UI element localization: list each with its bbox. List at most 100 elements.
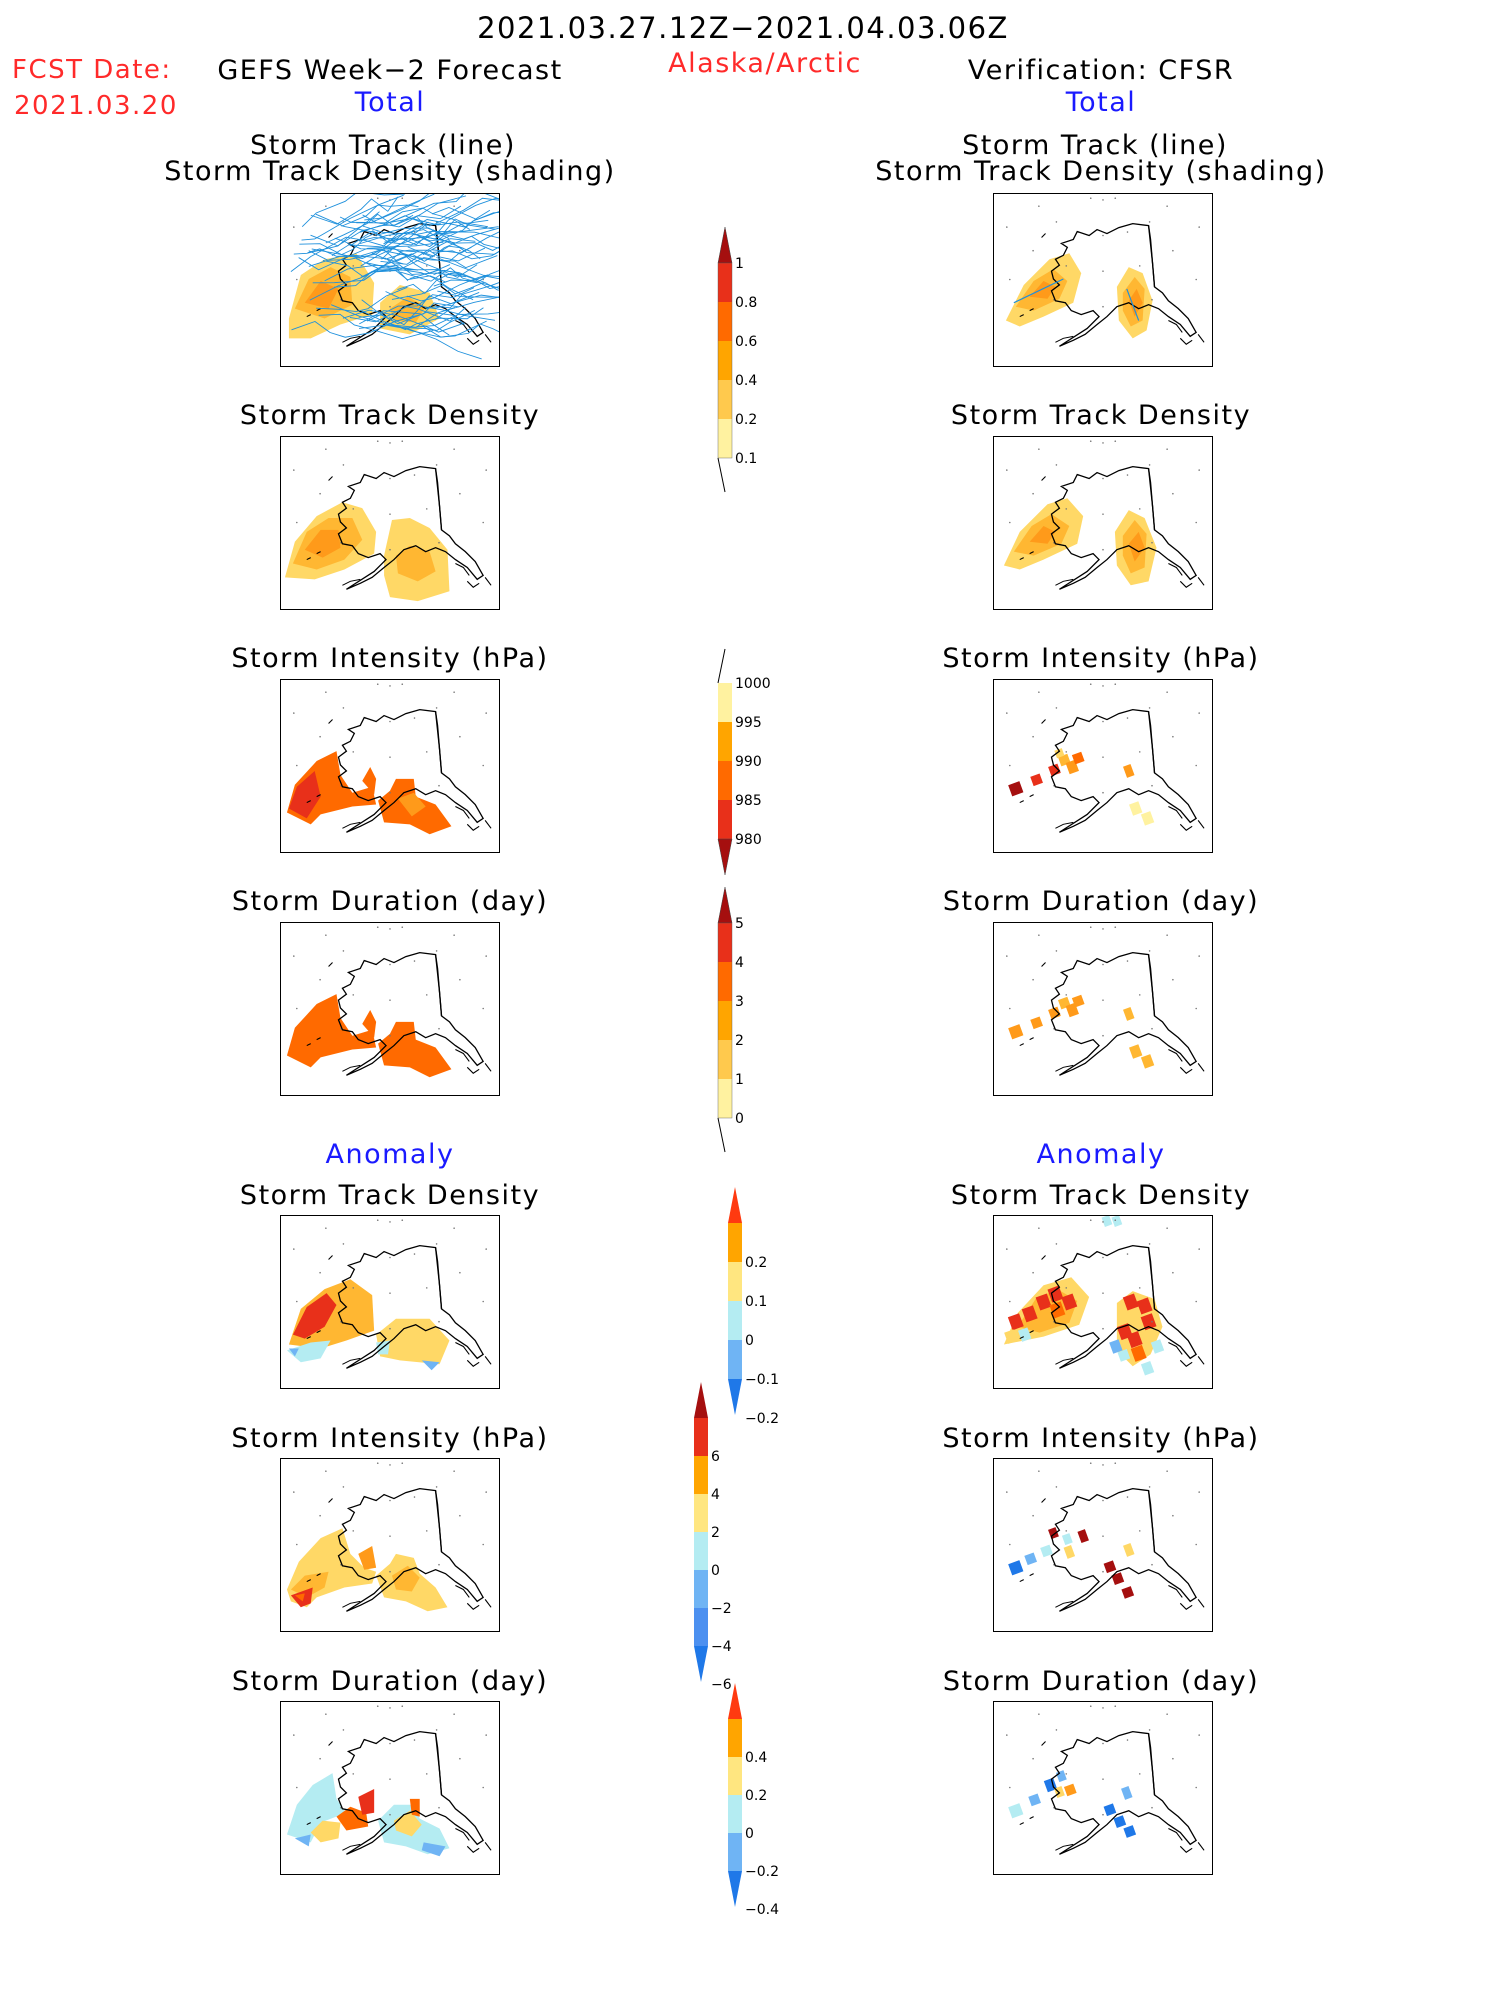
colorbar-tick-label: 990 bbox=[735, 754, 762, 770]
colorbar-arrow bbox=[717, 226, 733, 264]
title-density-anom-right: Storm Track Density bbox=[950, 1180, 1252, 1211]
map-duration-anom-left bbox=[280, 1701, 500, 1875]
grid-cell bbox=[1035, 1293, 1052, 1311]
shaded-region bbox=[310, 1820, 341, 1843]
colorbar-tick-label: 6 bbox=[711, 1449, 720, 1465]
shaded-region bbox=[1128, 531, 1145, 562]
title-track-shading-right: Storm Track Density (shading) bbox=[875, 156, 1327, 187]
anomaly-label-left: Anomaly bbox=[325, 1139, 455, 1170]
colorbar-box bbox=[728, 1795, 742, 1833]
grid-cell bbox=[1101, 1216, 1113, 1227]
colorbar-tick-label: 0.1 bbox=[735, 451, 757, 467]
shaded-region bbox=[286, 1773, 347, 1843]
region-title: Alaska/Arctic bbox=[668, 48, 862, 79]
map-duration-left bbox=[280, 922, 500, 1096]
colorbar-box bbox=[728, 1833, 742, 1871]
title-duration-anom-left: Storm Duration (day) bbox=[231, 1666, 549, 1697]
shaded-region bbox=[304, 280, 339, 309]
colorbar-tick-label: 1000 bbox=[735, 676, 771, 692]
colorbar-tick-label: 980 bbox=[735, 832, 762, 848]
grid-cell bbox=[1030, 1016, 1043, 1030]
colorbar-tick-label: −2 bbox=[711, 1601, 732, 1617]
grid-cell bbox=[1061, 1533, 1073, 1546]
colorbar-arrow bbox=[717, 838, 733, 876]
grid-cell bbox=[1004, 1329, 1018, 1344]
grid-cell bbox=[1129, 1044, 1143, 1059]
grid-cell bbox=[1008, 781, 1024, 797]
grid-cell bbox=[1109, 1339, 1123, 1354]
map-density-right bbox=[993, 436, 1213, 610]
colorbar-tick-label: 0 bbox=[745, 1826, 754, 1842]
grid-cell bbox=[1008, 1024, 1024, 1040]
colorbar-tick-label: 0.8 bbox=[735, 295, 757, 311]
grid-cell bbox=[1122, 1293, 1139, 1311]
grid-cell bbox=[1103, 1803, 1117, 1817]
colorbar-box bbox=[718, 1040, 732, 1079]
colorbar-tick-label: 0.4 bbox=[745, 1750, 767, 1766]
grid-cell bbox=[1111, 1572, 1125, 1585]
colorbar-box bbox=[718, 1079, 732, 1118]
colorbar-tail bbox=[717, 457, 726, 493]
shaded-region bbox=[336, 1806, 369, 1831]
colorbar-arrow bbox=[694, 1382, 708, 1418]
title-track-line-right: Storm Track (line) bbox=[962, 130, 1228, 161]
grid-cell bbox=[1028, 1793, 1041, 1807]
colorbar-box bbox=[718, 419, 732, 458]
grid-cell bbox=[1140, 1313, 1157, 1331]
map-basemap bbox=[293, 926, 492, 1076]
colorbar-arrow bbox=[694, 1646, 708, 1682]
map-canvas bbox=[1006, 1705, 1205, 1855]
grid-cell bbox=[1123, 764, 1135, 778]
storm-track-lines bbox=[1013, 278, 1140, 321]
shaded-region bbox=[358, 1788, 375, 1815]
shaded-region bbox=[376, 1318, 450, 1365]
colorbar-arrow bbox=[717, 886, 733, 924]
colorbar-tick-label: 0 bbox=[735, 1111, 744, 1127]
colorbar-tick-label: −6 bbox=[711, 1677, 732, 1693]
colorbar-arrow bbox=[728, 1683, 742, 1719]
map-canvas bbox=[286, 926, 492, 1078]
storm-track-lines bbox=[290, 194, 499, 360]
colorbar-tick-label: 2 bbox=[735, 1033, 744, 1049]
map-basemap bbox=[1006, 440, 1205, 590]
colorbar-tick-label: 3 bbox=[735, 994, 744, 1010]
grid-cell bbox=[1048, 763, 1061, 777]
colorbar-tick-label: 1 bbox=[735, 256, 744, 272]
colorbar-tick-label: 985 bbox=[735, 793, 762, 809]
shaded-region bbox=[286, 1340, 331, 1363]
colorbar-box bbox=[694, 1456, 708, 1494]
title-duration-left: Storm Duration (day) bbox=[231, 886, 549, 917]
map-basemap bbox=[1006, 1219, 1205, 1369]
colorbar-tail bbox=[717, 1117, 726, 1153]
colorbar-tick-label: 0.6 bbox=[735, 334, 757, 350]
shaded-region bbox=[294, 1593, 305, 1602]
map-canvas bbox=[1006, 1462, 1205, 1612]
grid-cell bbox=[1121, 1586, 1135, 1599]
colorbar-tick-label: 5 bbox=[735, 916, 744, 932]
colorbar-box bbox=[694, 1570, 708, 1608]
map-canvas bbox=[286, 1705, 492, 1857]
shaded-region bbox=[304, 529, 341, 558]
date-range-title: 2021.03.27.12Z−2021.04.03.06Z bbox=[477, 11, 1009, 45]
colorbar-box bbox=[728, 1262, 742, 1301]
title-intensity-left: Storm Intensity (hPa) bbox=[231, 643, 549, 674]
shaded-region bbox=[294, 1834, 311, 1847]
colorbar-tick-label: −0.4 bbox=[745, 1902, 779, 1918]
grid-cell bbox=[1077, 1529, 1089, 1544]
colorbar-tick-label: 4 bbox=[711, 1487, 720, 1503]
grid-cell bbox=[1071, 994, 1085, 1008]
map-basemap bbox=[1006, 926, 1205, 1076]
colorbar-box bbox=[718, 761, 732, 800]
colorbar-tick-label: −4 bbox=[711, 1639, 732, 1655]
grid-cell bbox=[1140, 1360, 1155, 1376]
grid-cell bbox=[1130, 1344, 1147, 1362]
grid-cell bbox=[1123, 1543, 1135, 1557]
title-intensity-right: Storm Intensity (hPa) bbox=[942, 643, 1260, 674]
left-total-label: Total bbox=[354, 87, 426, 118]
grid-cell bbox=[1150, 1339, 1165, 1354]
shaded-region bbox=[288, 1348, 299, 1357]
map-intensity-left bbox=[280, 679, 500, 853]
map-canvas bbox=[1003, 440, 1205, 590]
map-basemap bbox=[293, 440, 492, 590]
colorbar-tick-label: −0.1 bbox=[745, 1372, 779, 1388]
